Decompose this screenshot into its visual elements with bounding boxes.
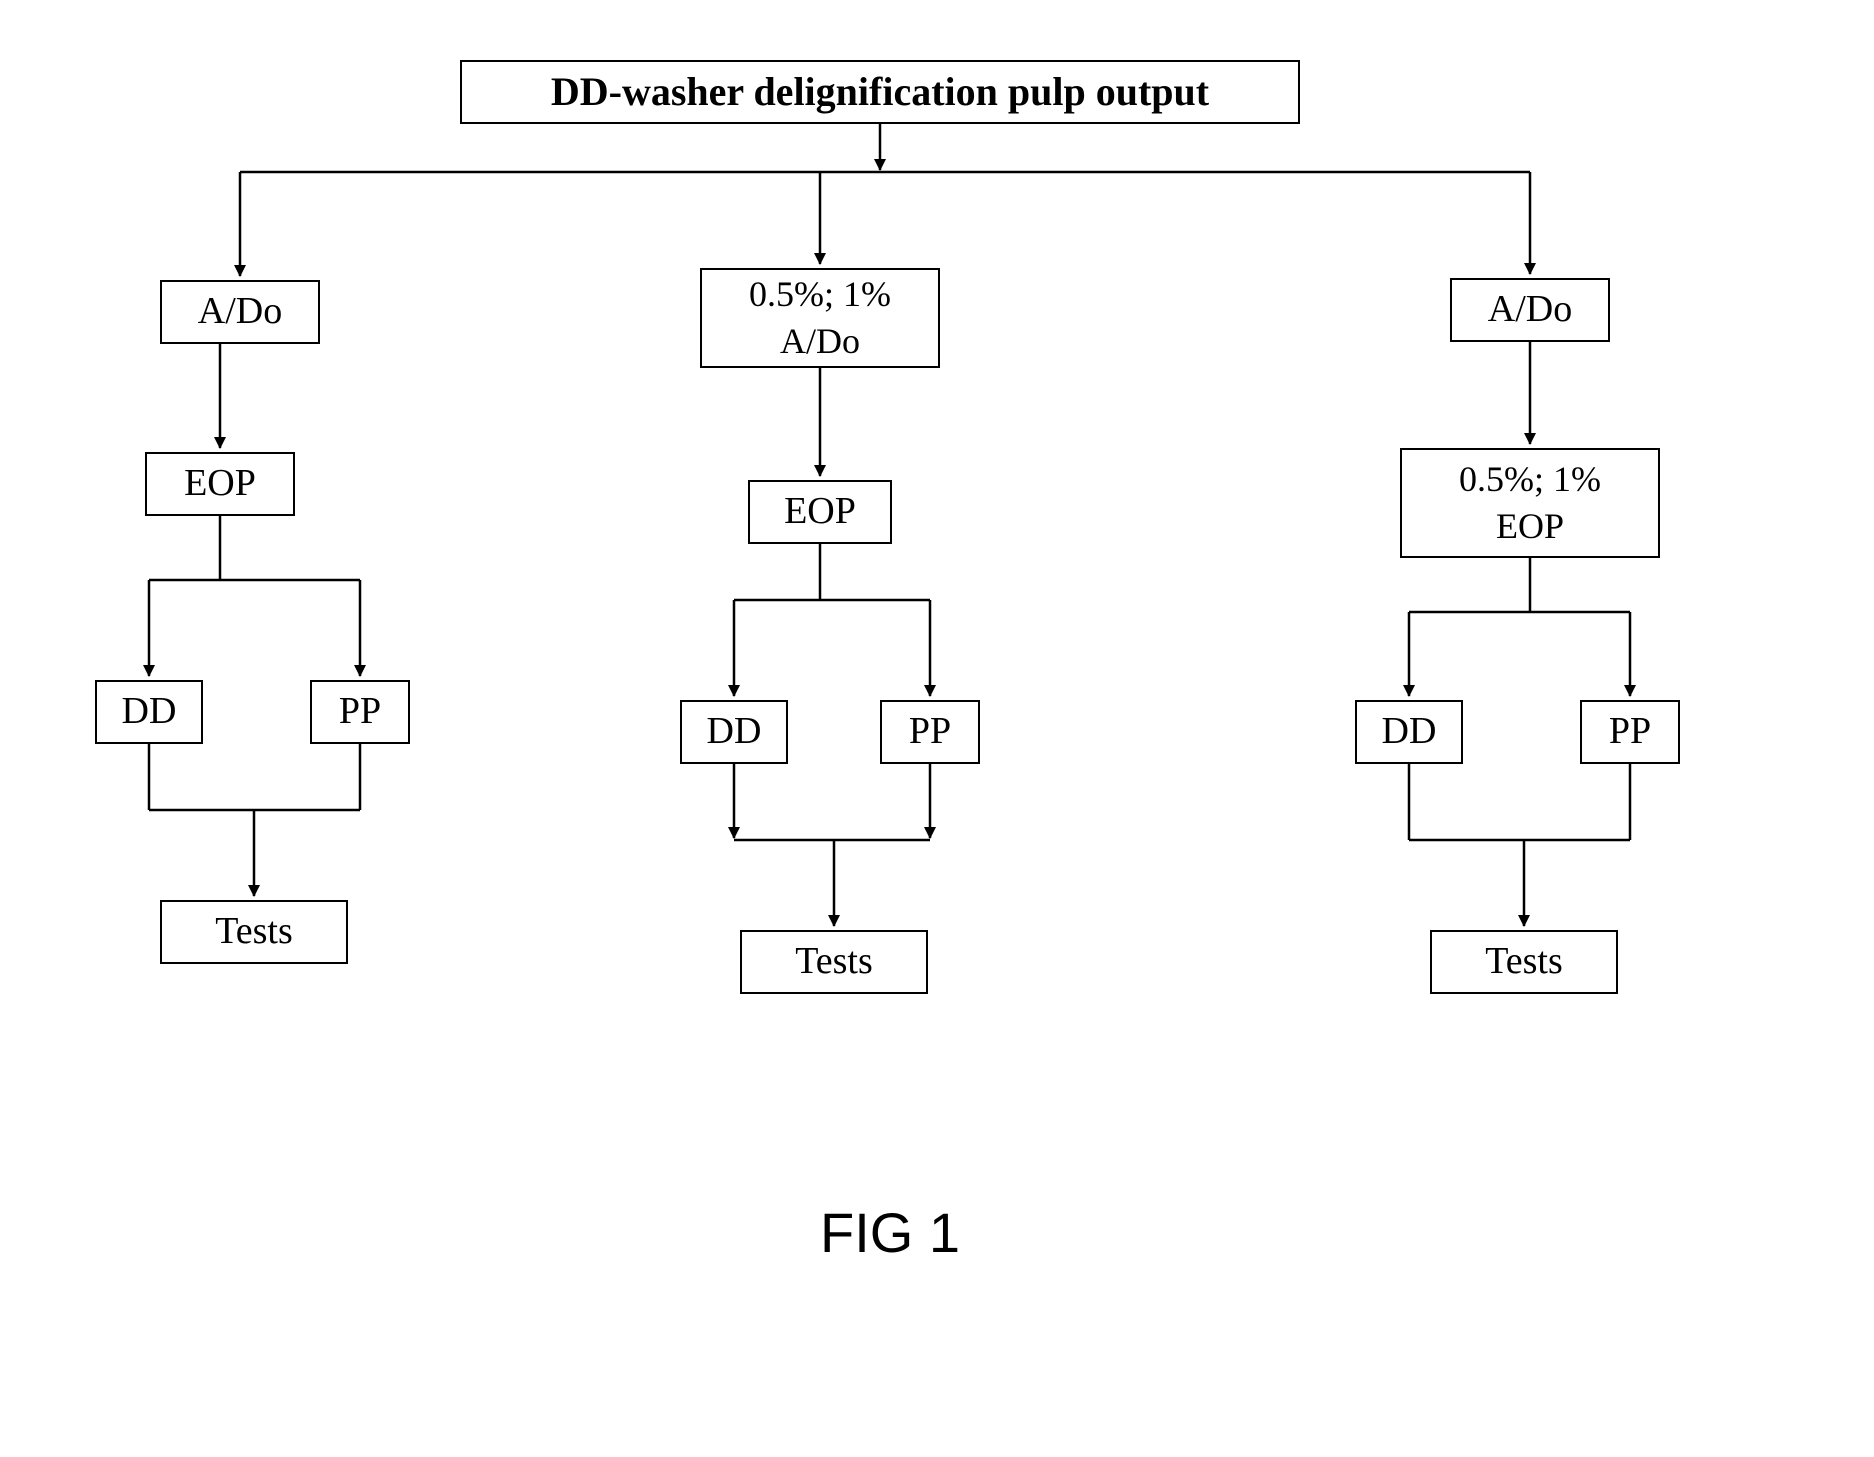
figure-label-text: FIG 1 <box>820 1201 960 1264</box>
left-stage2: EOP <box>145 452 295 516</box>
left-pp-label: PP <box>339 687 381 736</box>
left-stage1-label: A/Do <box>198 287 282 336</box>
right-dd: DD <box>1355 700 1463 764</box>
right-dd-label: DD <box>1382 707 1437 756</box>
right-pp-label: PP <box>1609 707 1651 756</box>
left-stage1: A/Do <box>160 280 320 344</box>
right-tests: Tests <box>1430 930 1618 994</box>
center-stage2: EOP <box>748 480 892 544</box>
center-pp: PP <box>880 700 980 764</box>
title-text: DD-washer delignification pulp output <box>551 66 1209 118</box>
left-pp: PP <box>310 680 410 744</box>
center-dd: DD <box>680 700 788 764</box>
center-stage1-label: 0.5%; 1% A/Do <box>749 271 891 365</box>
right-stage1-label: A/Do <box>1488 285 1572 334</box>
right-stage2-label: 0.5%; 1% EOP <box>1459 456 1601 550</box>
center-dd-label: DD <box>707 707 762 756</box>
left-tests: Tests <box>160 900 348 964</box>
title-box: DD-washer delignification pulp output <box>460 60 1300 124</box>
figure-label: FIG 1 <box>820 1200 960 1265</box>
right-stage2: 0.5%; 1% EOP <box>1400 448 1660 558</box>
center-stage2-label: EOP <box>784 487 856 536</box>
right-pp: PP <box>1580 700 1680 764</box>
center-tests-label: Tests <box>795 937 873 986</box>
right-stage1: A/Do <box>1450 278 1610 342</box>
left-dd: DD <box>95 680 203 744</box>
center-pp-label: PP <box>909 707 951 756</box>
center-stage1: 0.5%; 1% A/Do <box>700 268 940 368</box>
left-dd-label: DD <box>122 687 177 736</box>
left-stage2-label: EOP <box>184 459 256 508</box>
right-tests-label: Tests <box>1485 937 1563 986</box>
center-tests: Tests <box>740 930 928 994</box>
left-tests-label: Tests <box>215 907 293 956</box>
